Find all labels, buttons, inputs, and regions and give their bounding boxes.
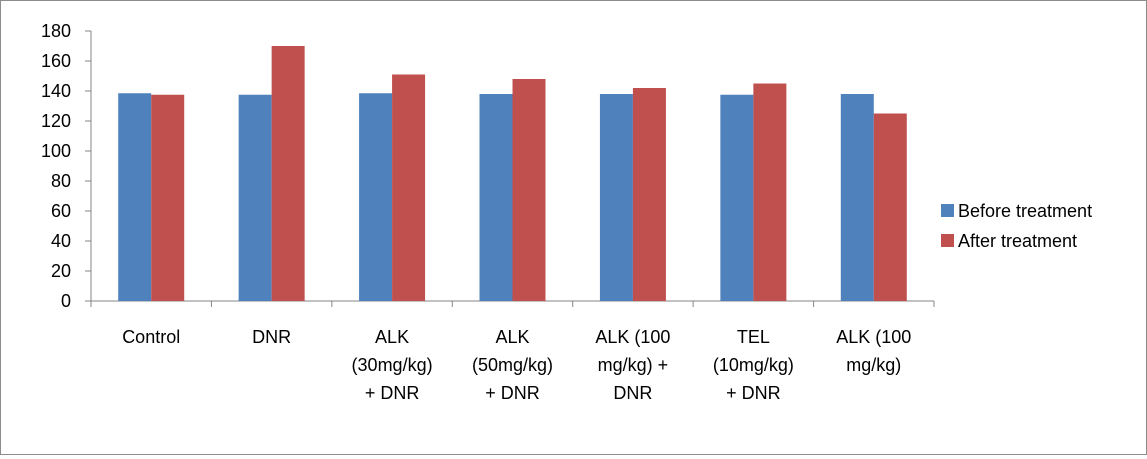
y-tick-label: 40: [51, 231, 71, 251]
axes: 0 20 40 60 80 100 120 140 160 180: [41, 21, 935, 311]
x-tick-label: Control: [122, 327, 180, 347]
x-tick-label: ALK: [375, 327, 409, 347]
x-tick-label: DNR: [613, 383, 652, 403]
y-tick-label: 160: [41, 51, 71, 71]
y-tick-label: 180: [41, 21, 71, 41]
legend-swatch: [941, 204, 954, 217]
bar-before-treatment: [238, 94, 272, 301]
bar-after-treatment: [512, 79, 546, 301]
x-tick-label: (30mg/kg): [352, 355, 433, 375]
bar-before-treatment: [118, 93, 152, 301]
bar-before-treatment: [720, 94, 754, 301]
x-tick-label: (50mg/kg): [472, 355, 553, 375]
bar-after-treatment: [632, 88, 666, 301]
bar-before-treatment: [359, 93, 393, 301]
x-tick-label: (10mg/kg): [713, 355, 794, 375]
bar-after-treatment: [873, 113, 907, 301]
y-tick-label: 80: [51, 171, 71, 191]
x-tick-label: + DNR: [726, 383, 781, 403]
x-tick-labels: Control DNR ALK (30mg/kg) + DNR ALK (50mg/kg) +…: [122, 327, 911, 403]
bar-after-treatment: [271, 46, 305, 301]
y-tick-label: 60: [51, 201, 71, 221]
x-tick-label: + DNR: [485, 383, 540, 403]
x-tick-label: + DNR: [365, 383, 420, 403]
bar-before-treatment: [840, 94, 874, 301]
x-tick-label: ALK (100: [836, 327, 911, 347]
legend: Before treatment After treatment: [941, 201, 1092, 251]
legend-label: After treatment: [958, 231, 1077, 251]
bar-after-treatment: [151, 94, 185, 301]
bar-after-treatment: [753, 83, 787, 301]
y-tick-label: 120: [41, 111, 71, 131]
y-tick-label: 100: [41, 141, 71, 161]
y-tick-label: 140: [41, 81, 71, 101]
x-tick-label: DNR: [252, 327, 291, 347]
x-tick-label: mg/kg): [846, 355, 901, 375]
bars: [118, 46, 907, 301]
x-tick-label: ALK (100: [595, 327, 670, 347]
x-tick-label: mg/kg) +: [598, 355, 669, 375]
legend-swatch: [941, 234, 954, 247]
legend-label: Before treatment: [958, 201, 1092, 221]
x-tick-label: TEL: [737, 327, 770, 347]
x-tick-label: ALK: [495, 327, 529, 347]
bar-before-treatment: [479, 94, 513, 301]
bar-after-treatment: [392, 74, 426, 301]
y-tick-label: 20: [51, 261, 71, 281]
y-tick-label: 0: [61, 291, 71, 311]
bar-before-treatment: [599, 94, 633, 301]
